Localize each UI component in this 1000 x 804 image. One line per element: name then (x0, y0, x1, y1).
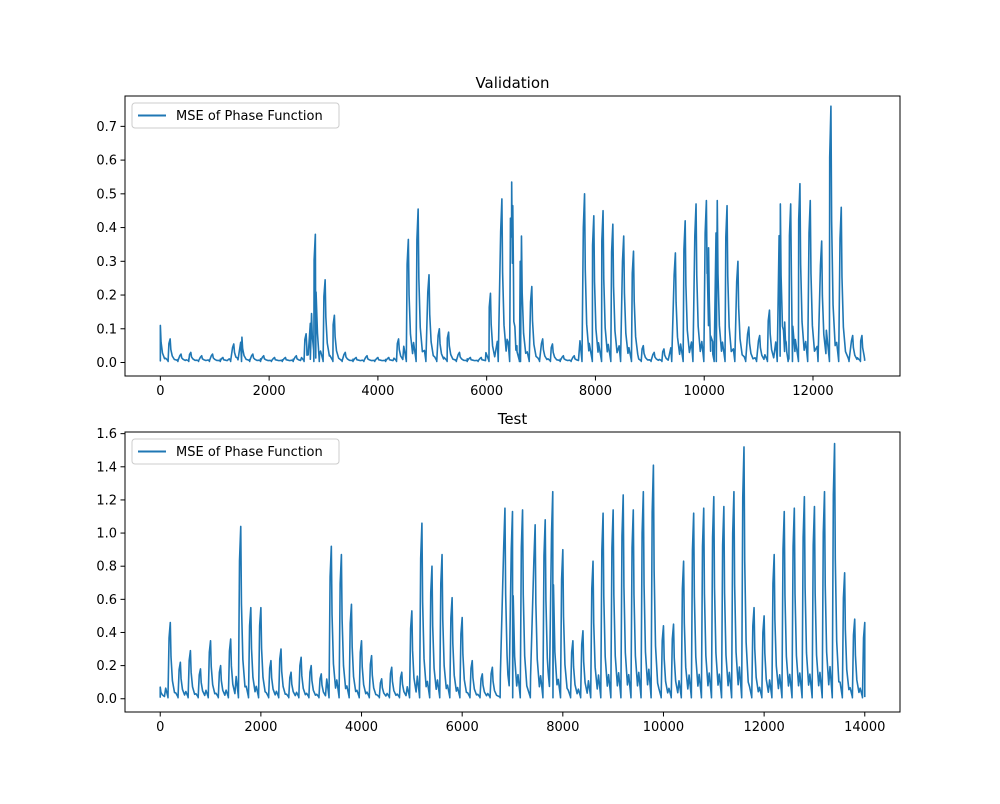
validation-series-group (159, 105, 866, 363)
test-series-group (159, 442, 866, 699)
test-y-tick-label: 1.6 (96, 427, 117, 442)
test-y-tick-label: 0.2 (96, 659, 117, 674)
validation-y-tick-label: 0.4 (96, 221, 117, 236)
validation-x-tick-label: 4000 (361, 384, 394, 399)
test-legend: MSE of Phase Function (131, 438, 340, 465)
validation-panel: Validation 0 2000 4000 6000 8000 10000 12000 0.… (96, 74, 901, 399)
validation-x-tick-label: 8000 (579, 384, 612, 399)
validation-y-tick-label: 0.0 (96, 356, 117, 371)
test-x-tick-label: 12000 (743, 720, 784, 735)
test-y-tick-label: 1.2 (96, 493, 117, 508)
test-y-tick-label: 0.6 (96, 593, 117, 608)
validation-legend-box (131, 102, 340, 129)
test-y-tick-label: 0.4 (96, 626, 117, 641)
test-x-tick-label: 4000 (345, 720, 378, 735)
test-mse-series-line (159, 442, 866, 699)
validation-legend: MSE of Phase Function (131, 102, 340, 129)
validation-y-tick-label: 0.5 (96, 187, 117, 202)
test-panel: Test 0 2000 4000 6000 8000 10000 12000 14000 0.0… (96, 410, 901, 735)
validation-legend-label: MSE of Phase Function (176, 109, 323, 124)
validation-x-tick-label: 12000 (792, 384, 833, 399)
test-x-tick-label: 0 (156, 720, 164, 735)
validation-title: Validation (475, 74, 549, 92)
test-legend-label: MSE of Phase Function (176, 445, 323, 460)
test-x-tick-label: 8000 (546, 720, 579, 735)
validation-y-tick-label: 0.7 (96, 120, 117, 135)
validation-x-tick-label: 10000 (684, 384, 725, 399)
test-y-tick-label: 1.4 (96, 460, 117, 475)
test-axes: 0 2000 4000 6000 8000 10000 12000 14000 0.0 0.2 0.… (96, 427, 885, 735)
validation-y-tick-label: 0.1 (96, 322, 117, 337)
validation-y-tick-label: 0.6 (96, 154, 117, 169)
validation-x-tick-label: 2000 (253, 384, 286, 399)
test-y-tick-label: 0.8 (96, 560, 117, 575)
test-y-tick-label: 1.0 (96, 527, 117, 542)
test-x-tick-label: 6000 (446, 720, 479, 735)
validation-plot-frame (124, 95, 901, 377)
test-title: Test (497, 410, 528, 428)
validation-x-tick-label: 0 (156, 384, 164, 399)
test-plot-frame (124, 431, 901, 713)
validation-axes: 0 2000 4000 6000 8000 10000 12000 0.0 0.1 0.2 0.3 0… (96, 120, 833, 399)
test-x-tick-label: 2000 (244, 720, 277, 735)
test-y-tick-label: 0.0 (96, 692, 117, 707)
validation-y-tick-label: 0.2 (96, 289, 117, 304)
validation-x-tick-label: 6000 (470, 384, 503, 399)
test-x-tick-label: 10000 (643, 720, 684, 735)
validation-y-tick-label: 0.3 (96, 255, 117, 270)
test-x-tick-label: 14000 (844, 720, 885, 735)
validation-mse-series-line (159, 105, 866, 363)
test-legend-box (131, 438, 340, 465)
